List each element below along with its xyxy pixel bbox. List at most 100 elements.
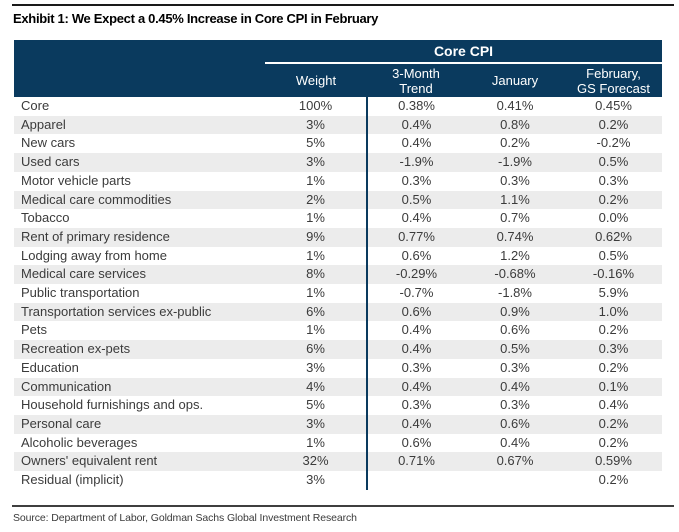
group-header-row: Core CPI bbox=[14, 40, 662, 64]
cell-january: 0.6% bbox=[465, 414, 565, 434]
cell-trend: 0.6% bbox=[366, 433, 465, 453]
cell-weight: 5% bbox=[306, 135, 325, 151]
table-row: Used cars 3% -1.9% -1.9% 0.5% bbox=[14, 153, 662, 172]
source-note: Source: Department of Labor, Goldman Sac… bbox=[13, 512, 357, 524]
cell-label: Recreation ex-pets bbox=[14, 340, 265, 359]
cell-weight: 1% bbox=[306, 322, 325, 338]
cell-february: 0.45% bbox=[595, 98, 632, 113]
cell-label: Education bbox=[21, 359, 79, 375]
cell-february: 0.2% bbox=[565, 414, 662, 434]
cell-february: -0.2% bbox=[596, 135, 631, 151]
cell-february: 0.0% bbox=[598, 210, 629, 226]
cell-trend: 0.3% bbox=[366, 358, 465, 378]
cell-january: 1.2% bbox=[500, 247, 530, 263]
cell-weight: 3% bbox=[306, 359, 325, 375]
cell-weight: 6% bbox=[265, 302, 367, 322]
table-row: Medical care services 8% -0.29% -0.68% -0.16… bbox=[14, 265, 662, 285]
cell-january: 0.7% bbox=[500, 210, 530, 226]
cell-label: Residual (implicit) bbox=[21, 472, 124, 488]
cell-label: Apparel bbox=[14, 115, 265, 135]
cell-label: Transportation services ex-public bbox=[14, 302, 265, 322]
cell-january: 0.4% bbox=[465, 377, 565, 397]
cell-trend: 0.71% bbox=[366, 452, 465, 472]
cell-february: 1.0% bbox=[565, 302, 662, 322]
table-row: New cars 5% 0.4% 0.2% -0.2% bbox=[14, 134, 662, 154]
table-row: Medical care commodities 2% 0.5% 1.1% 0.2% bbox=[14, 190, 662, 210]
cell-weight: 6% bbox=[265, 340, 367, 359]
cell-weight: 4% bbox=[265, 377, 367, 397]
table-row: Education 3% 0.3% 0.3% 0.2% bbox=[14, 358, 662, 378]
cell-january: -1.8% bbox=[498, 285, 532, 301]
cell-label: Motor vehicle parts bbox=[21, 172, 131, 188]
table-row: Residual (implicit) 3% 0.2% bbox=[14, 471, 662, 490]
cell-label: New cars bbox=[21, 135, 76, 151]
cell-label: Household furnishings and ops. bbox=[21, 397, 204, 413]
bottom-rule bbox=[12, 505, 674, 507]
cell-january: 0.2% bbox=[500, 135, 530, 151]
cell-weight: 3% bbox=[306, 472, 325, 488]
cell-february: 0.62% bbox=[565, 227, 662, 247]
cell-trend: 0.4% bbox=[366, 115, 465, 135]
table-row: Household furnishings and ops. 5% 0.3% 0.3%… bbox=[14, 396, 662, 415]
cell-february: 0.3% bbox=[565, 340, 662, 359]
table-row: Recreation ex-pets 6% 0.4% 0.5% 0.3% bbox=[14, 340, 662, 359]
cell-trend: 0.4% bbox=[366, 377, 465, 397]
cell-label: Public transportation bbox=[21, 285, 140, 301]
column-header-row: Weight 3-Month Trend January February, G… bbox=[14, 63, 662, 97]
cell-february: 0.5% bbox=[565, 153, 662, 172]
cell-january: 0.5% bbox=[465, 340, 565, 359]
table-row: Personal care 3% 0.4% 0.6% 0.2% bbox=[14, 414, 662, 434]
cell-weight: 9% bbox=[265, 227, 367, 247]
cell-february: 0.2% bbox=[598, 359, 629, 375]
cell-trend: 0.4% bbox=[366, 134, 465, 154]
cell-trend: -0.29% bbox=[366, 265, 465, 285]
table-body: Core 100% 0.38% 0.41% 0.45% Apparel 3% 0.4% 0.8%… bbox=[14, 97, 662, 490]
cpi-table: Core CPI Weight 3-Month Trend January Fe… bbox=[14, 40, 662, 490]
column-header-category bbox=[14, 63, 265, 97]
cell-weight: 8% bbox=[265, 265, 367, 285]
exhibit-title: Exhibit 1: We Expect a 0.45% Increase in… bbox=[13, 11, 379, 26]
cell-weight: 32% bbox=[265, 452, 367, 472]
cell-february: -0.16% bbox=[565, 265, 662, 285]
cell-january: -0.68% bbox=[465, 265, 565, 285]
cell-trend: 0.4% bbox=[366, 414, 465, 434]
cell-label: Core bbox=[21, 98, 50, 113]
cell-label: Lodging away from home bbox=[21, 247, 167, 263]
cell-january: 0.3% bbox=[500, 172, 530, 188]
cell-weight: 1% bbox=[306, 285, 325, 301]
cell-january: 0.8% bbox=[465, 115, 565, 135]
table-corner-cell bbox=[14, 40, 265, 63]
cell-trend: 0.4% bbox=[366, 209, 465, 228]
cell-trend: -0.7% bbox=[366, 284, 465, 303]
cell-february: 0.2% bbox=[598, 434, 629, 450]
column-header-weight: Weight bbox=[265, 63, 367, 97]
column-header-january: January bbox=[465, 63, 565, 97]
cell-label: Pets bbox=[21, 322, 48, 338]
cell-label: Medical care commodities bbox=[14, 190, 265, 210]
cell-label: Rent of primary residence bbox=[14, 227, 265, 247]
table-row: Pets 1% 0.4% 0.6% 0.2% bbox=[14, 321, 662, 341]
cell-january: 0.3% bbox=[500, 397, 530, 413]
cell-january: 0.9% bbox=[465, 302, 565, 322]
cell-label: Medical care services bbox=[14, 265, 265, 285]
cell-january: 1.1% bbox=[465, 190, 565, 210]
cell-trend: 0.3% bbox=[366, 171, 465, 191]
cell-weight: 3% bbox=[265, 414, 367, 434]
cell-january: 0.41% bbox=[496, 98, 534, 113]
cell-trend: -1.9% bbox=[366, 153, 465, 172]
cell-weight: 5% bbox=[306, 397, 325, 413]
cell-january: 0.67% bbox=[465, 452, 565, 472]
cell-trend: 0.4% bbox=[366, 321, 465, 341]
table-row: Public transportation 1% -0.7% -1.8% 5.9% bbox=[14, 284, 662, 303]
cell-trend: 0.38% bbox=[366, 97, 465, 116]
cell-label: Alcoholic beverages bbox=[21, 434, 138, 450]
cell-february: 0.5% bbox=[598, 247, 629, 263]
cell-february: 0.2% bbox=[565, 190, 662, 210]
cell-label: Tobacco bbox=[21, 210, 70, 226]
cell-weight: 100% bbox=[298, 98, 333, 113]
cell-february: 0.4% bbox=[598, 397, 629, 413]
cell-february: 0.1% bbox=[565, 377, 662, 397]
cell-weight: 1% bbox=[306, 172, 325, 188]
table-header: Core CPI Weight 3-Month Trend January Fe… bbox=[14, 40, 662, 97]
